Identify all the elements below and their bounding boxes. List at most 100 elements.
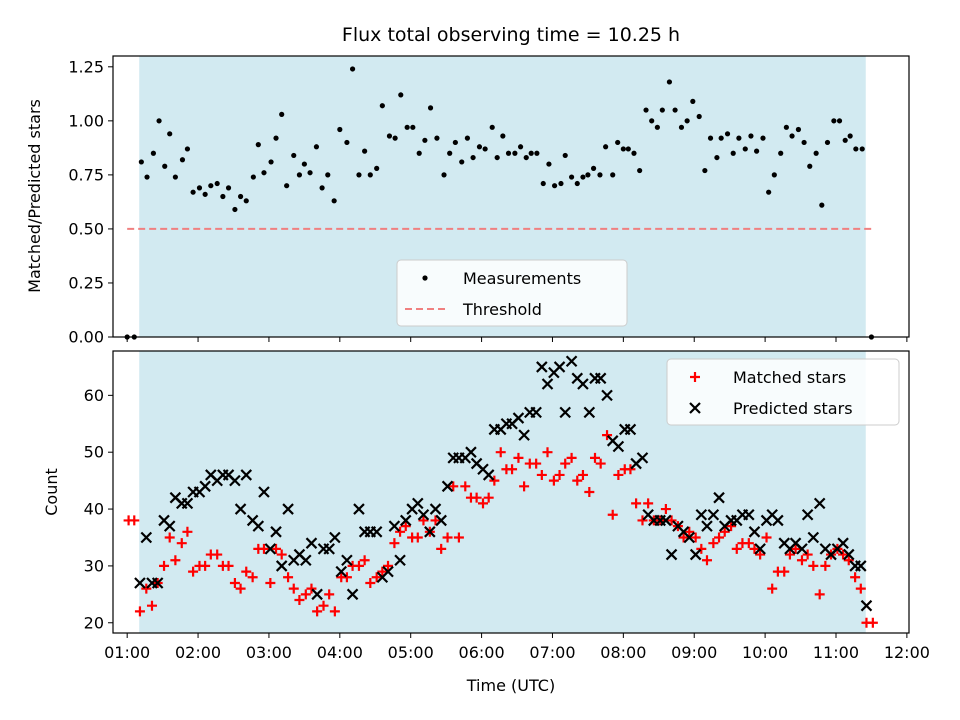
legend: Measurements Threshold [396,259,628,327]
x-tick-label: 10:00 [742,643,788,662]
predicted-star-point [323,543,335,555]
measurement-point [696,113,702,120]
measurement-point [331,198,337,204]
x-tick-label: 05:00 [388,643,434,662]
measurement-point [795,126,802,133]
chart-title: Flux total observing time = 10.25 h [342,24,680,46]
matched-star-point [359,555,370,566]
matched-star-point [796,555,807,566]
matched-star-point [589,452,600,463]
predicted-star-point [583,406,596,419]
predicted-star-point [252,520,265,532]
axes-frame [112,350,910,634]
measurement-point [546,161,552,167]
matched-star-point [306,583,317,594]
matched-star-point [176,538,187,549]
measurement-point [853,146,859,152]
matched-star-point [519,481,530,492]
measurement-point [672,107,678,113]
matched-star-point [134,606,145,617]
predicted-star-point [860,599,873,612]
predicted-star-point [140,531,153,544]
measurement-point [801,139,807,146]
matched-star-point [442,532,453,543]
matched-star-point [377,566,388,577]
matched-star-point [625,464,636,475]
legend-box [396,259,628,327]
matched-star-point [448,481,459,492]
predicted-star-point [353,503,365,515]
measurement-point [184,146,191,152]
matched-star-point [389,538,400,549]
measurement-point [836,118,843,124]
measurement-point [730,150,736,156]
predicted-star-point [270,526,282,538]
matched-star-point [855,583,866,594]
matched-star-point [371,572,382,583]
measurement-point [500,133,506,139]
matched-star-point [643,498,654,509]
matched-star-point [353,560,364,571]
matched-star-point [690,532,701,543]
measurement-point [534,150,540,156]
matched-star-point [714,532,725,543]
measurement-point [208,183,214,189]
matched-star-point [802,549,813,560]
predicted-star-point [594,372,607,385]
predicted-star-point [382,565,394,578]
measurement-point [250,174,256,180]
measurement-point [523,154,529,161]
matched-star-point [554,469,565,480]
measurement-point [427,105,434,111]
predicted-star-point [199,480,211,493]
predicted-star-point [335,565,348,578]
measurement-point [404,124,410,130]
measurement-point [666,79,673,85]
legend-label: Predicted stars [733,399,853,418]
matched-star-point [329,606,340,617]
matched-star-point [784,549,795,560]
matched-star-point [312,606,323,617]
matched-star-point [779,566,790,577]
measurement-point [349,66,356,72]
measurement-point [214,180,220,187]
measurement-point [603,144,609,150]
predicted-star-point [807,531,820,544]
x-tick-label: 02:00 [175,643,221,662]
measurement-point [202,191,208,197]
measurement-point [637,167,643,174]
matched-star-point [471,492,482,503]
measurement-point [631,150,637,156]
matched-star-point [453,532,464,543]
predicted-star-point [370,526,383,538]
predicted-star-point [837,537,849,549]
measurement-point [558,180,564,187]
measurement-point [337,126,343,133]
predicted-star-point [163,520,176,532]
measurement-point [379,103,385,109]
matched-star-point [478,498,489,509]
measurement-point [654,124,660,130]
measurement-point [434,135,440,141]
matched-star-point [188,566,199,577]
matched-star-point [507,464,518,475]
measurement-point [410,124,416,130]
matched-star-point [395,526,406,537]
measurement-point [441,172,447,178]
predicted-star-point [530,406,542,419]
measurement-point [771,172,777,178]
matched-star-point [755,549,766,560]
measurement-point [540,180,546,187]
measurement-point [585,172,591,178]
measurement-point [517,144,524,150]
matched-star-point [595,458,606,469]
matched-star-point [483,492,494,503]
measurement-point [398,92,404,98]
matched-star-point [838,549,849,560]
matched-star-point [247,572,258,583]
matched-star-point [761,532,772,543]
predicted-star-point [346,588,359,601]
measurement-point [610,172,616,178]
matched-star-point [719,526,730,537]
measurement-point [422,137,428,143]
